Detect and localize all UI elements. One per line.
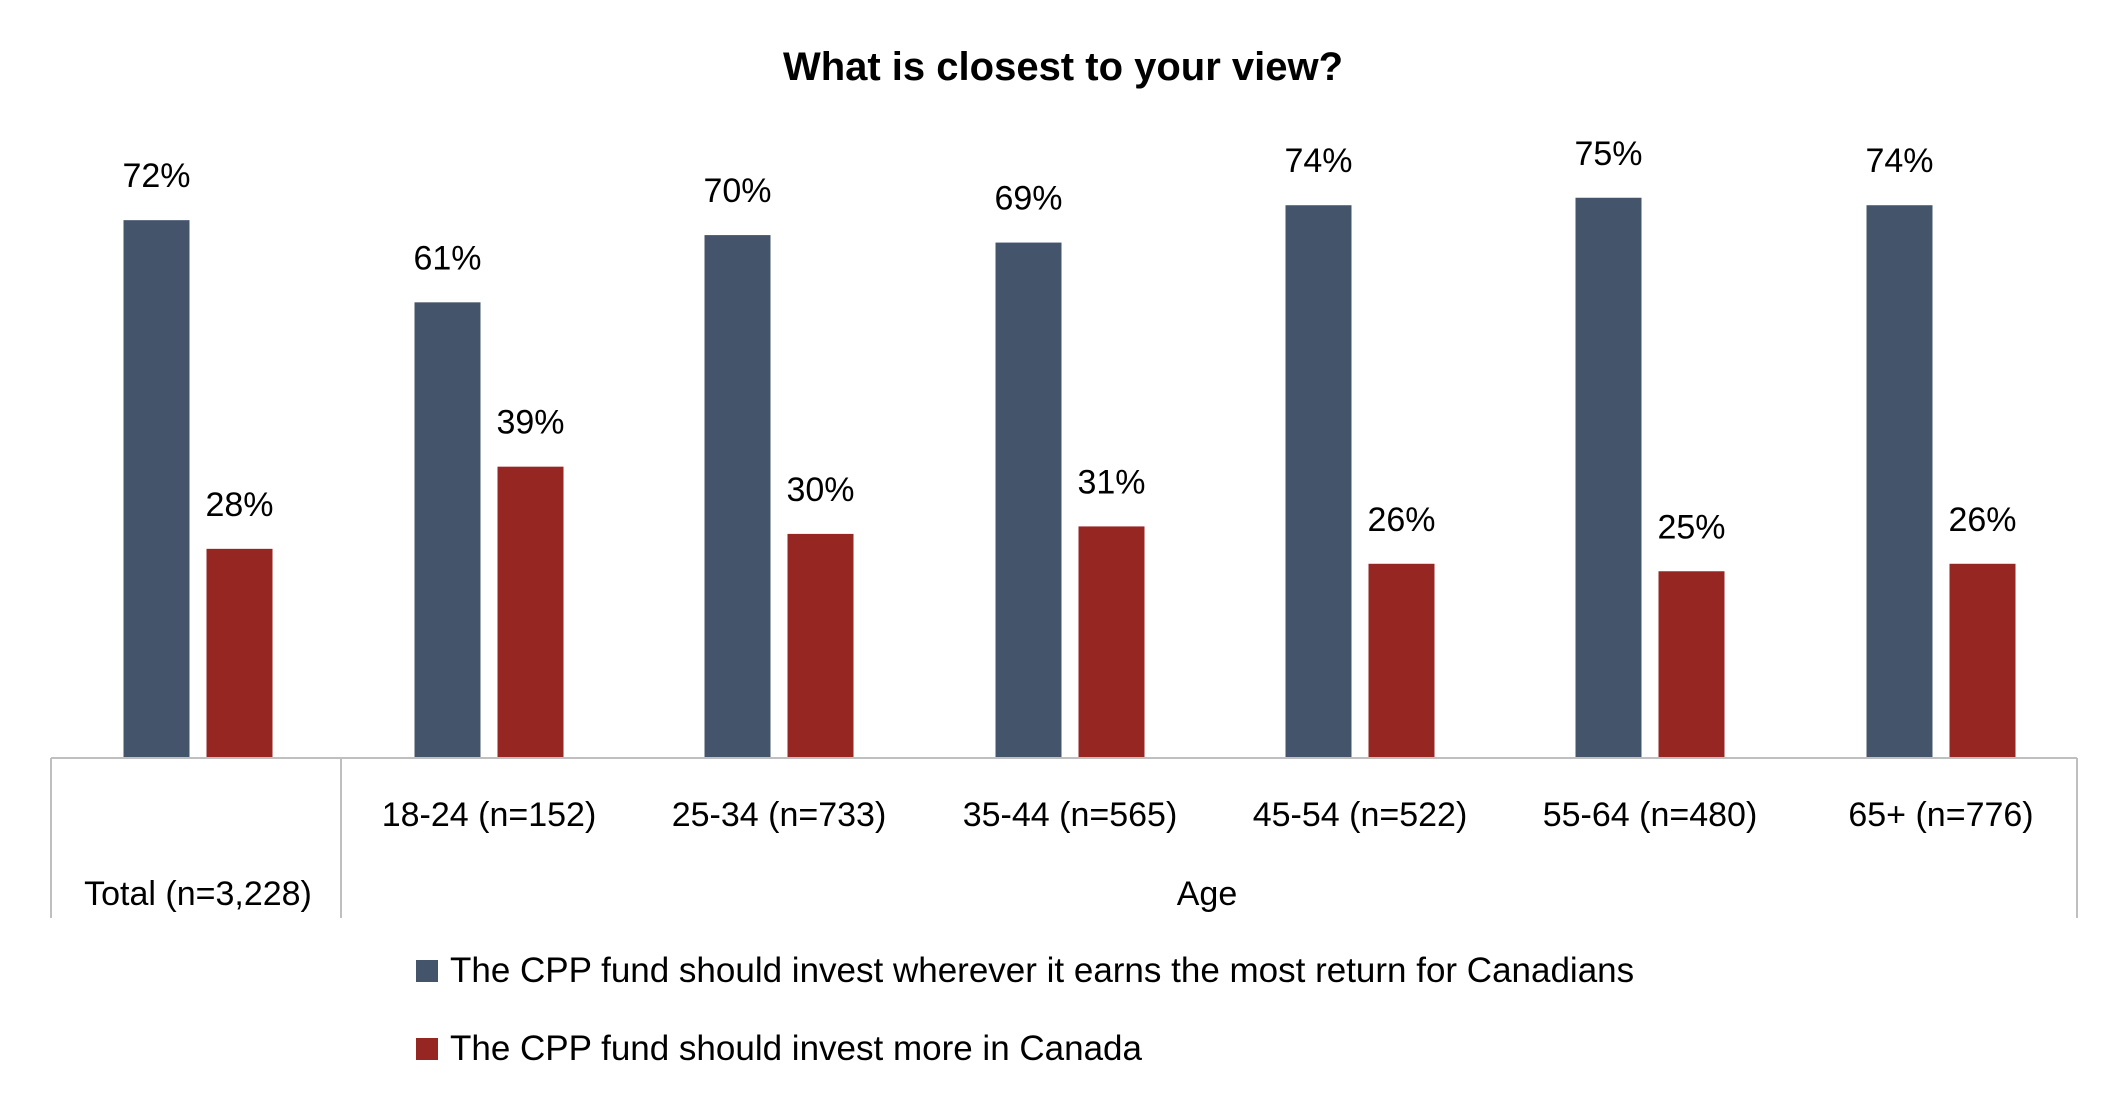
- bar-canada-2: [787, 533, 854, 758]
- legend: The CPP fund should invest wherever it e…: [416, 951, 1634, 1068]
- data-label-canada-1: 39%: [496, 404, 564, 442]
- bar-canada-1: [497, 466, 564, 758]
- data-label-canada-2: 30%: [786, 471, 854, 509]
- legend-label-1: The CPP fund should invest more in Canad…: [450, 1029, 1143, 1068]
- bar-return-0: [123, 220, 190, 758]
- bar-return-1: [414, 302, 481, 758]
- legend-swatch-1: [416, 1038, 438, 1060]
- data-label-return-6: 74%: [1865, 142, 1933, 180]
- data-label-canada-6: 26%: [1948, 501, 2016, 539]
- tick-label-6: 65+ (n=776): [1848, 796, 2033, 834]
- bar-return-2: [704, 235, 771, 759]
- tick-label-4: 45-54 (n=522): [1253, 796, 1468, 834]
- data-label-canada-5: 25%: [1657, 508, 1725, 546]
- bar-canada-6: [1949, 563, 2016, 758]
- bar-canada-3: [1078, 526, 1145, 758]
- data-label-return-5: 75%: [1574, 135, 1642, 173]
- bar-return-6: [1866, 205, 1933, 759]
- tick-label-1: 18-24 (n=152): [382, 796, 597, 834]
- category-axis: Total (n=3,228) 18-24 (n=152) 25-34 (n=733…: [50, 757, 2078, 918]
- bar-canada-4: [1368, 563, 1435, 758]
- bar-return-5: [1575, 197, 1642, 758]
- value-labels: 72% 28% 61% 39% 70% 30% 69% 31% 74% 26% 75% 25% 74% 2…: [122, 135, 2016, 547]
- tick-label-2: 25-34 (n=733): [672, 796, 887, 834]
- bar-return-4: [1285, 205, 1352, 759]
- bar-canada-0: [206, 548, 273, 758]
- data-label-canada-3: 31%: [1077, 463, 1145, 501]
- data-label-return-0: 72%: [122, 157, 190, 195]
- data-label-return-4: 74%: [1284, 142, 1352, 180]
- bars: [123, 197, 2016, 759]
- data-label-canada-0: 28%: [205, 486, 273, 524]
- chart-title: What is closest to your view?: [783, 45, 1343, 89]
- data-label-canada-4: 26%: [1367, 501, 1435, 539]
- legend-swatch-0: [416, 960, 438, 982]
- tick-label-0: Total (n=3,228): [84, 875, 312, 913]
- data-label-return-3: 69%: [994, 180, 1062, 218]
- bar-return-3: [995, 242, 1062, 758]
- data-label-return-1: 61%: [413, 239, 481, 277]
- group-label-age: Age: [1177, 875, 1238, 913]
- legend-label-0: The CPP fund should invest wherever it e…: [450, 951, 1634, 990]
- tick-label-3: 35-44 (n=565): [963, 796, 1178, 834]
- bar-canada-5: [1658, 571, 1725, 758]
- data-label-return-2: 70%: [703, 172, 771, 210]
- tick-label-5: 55-64 (n=480): [1543, 796, 1758, 834]
